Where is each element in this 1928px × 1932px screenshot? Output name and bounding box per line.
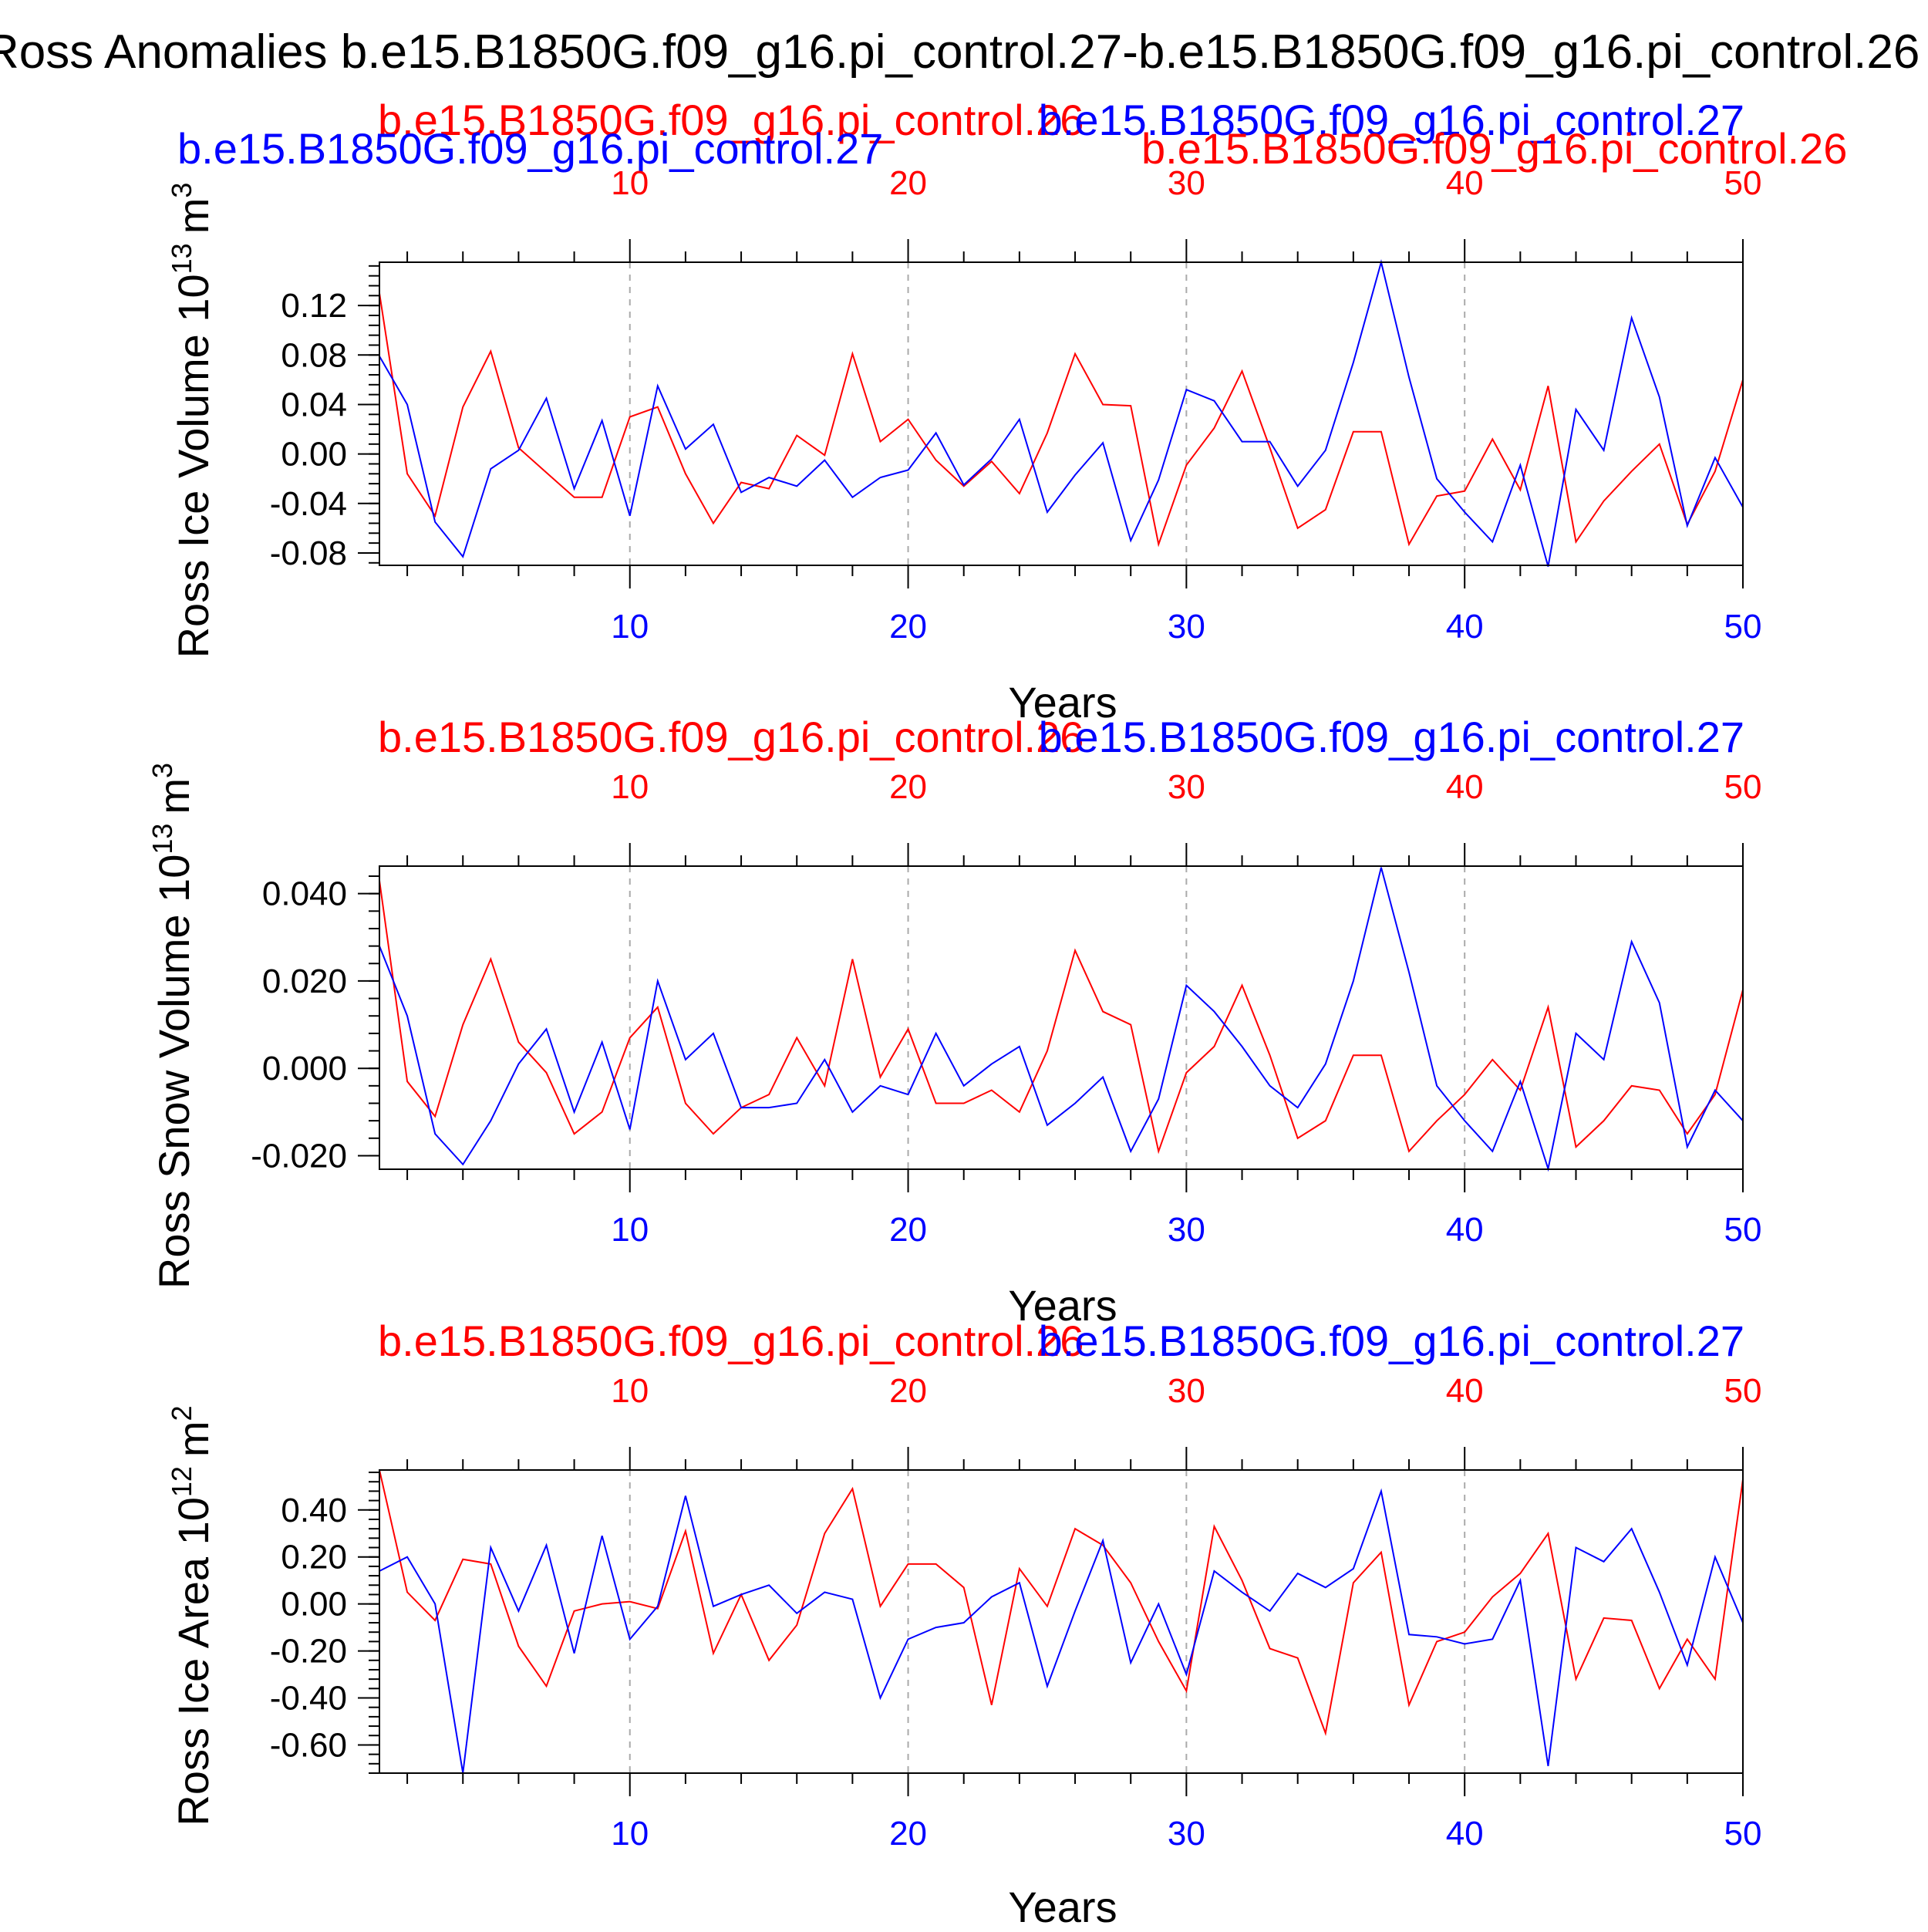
panel-3-y-tick-label: -0.60 <box>270 1726 347 1764</box>
panel-2-y-tick-label: 0.000 <box>262 1050 347 1087</box>
panel-3-y-tick-label: 0.20 <box>281 1539 347 1576</box>
panel-3-series-line-blue <box>379 1488 1744 1774</box>
panel-1-top-left-series-label: b.e15.B1850G.f09_g16.pi_control.26 <box>378 96 1084 144</box>
panel-1-bottom-x-tick-label: 30 <box>1168 608 1205 646</box>
panel-2-x-axis-title: Years <box>1008 1281 1117 1330</box>
panel-1-top-x-tick-label: 40 <box>1446 164 1484 202</box>
panel-1-y-axis-title: Ross Ice Volume 1013m3 <box>166 183 217 659</box>
panel-3-top-x-tick-label: 10 <box>611 1372 649 1410</box>
panel-1: b.e15.B1850G.f09_g16.pi_control.26 b.e15… <box>166 96 1847 727</box>
panel-3-y-axis-title: Ross Ice Area 1012m2 <box>166 1405 217 1826</box>
panel-2-series-line-blue <box>379 867 1744 1172</box>
panel-1-second-right-series-label: b.e15.B1850G.f09_g16.pi_control.26 <box>1141 124 1847 173</box>
panel-2-top-x-tick-label: 20 <box>889 768 927 806</box>
panel-1-y-tick-label: -0.08 <box>270 534 347 572</box>
panel-3-bottom-x-tick-label: 30 <box>1168 1815 1205 1853</box>
figure-title: Ross Anomalies b.e15.B1850G.f09_g16.pi_c… <box>0 25 1920 79</box>
panel-2-top-x-tick-label: 50 <box>1724 768 1762 806</box>
panel-2-y-axis-title: Ross Snow Volume 1013m3 <box>147 763 198 1289</box>
panel-2-bottom-x-tick-label: 40 <box>1446 1211 1484 1249</box>
panel-3-y-tick-label: -0.20 <box>270 1633 347 1671</box>
panel-3-right-series-label: b.e15.B1850G.f09_g16.pi_control.27 <box>1039 1317 1744 1365</box>
panel-1-top-x-tick-label: 50 <box>1724 164 1762 202</box>
panel-3-bottom-x-tick-label: 10 <box>611 1815 649 1853</box>
panel-2-bottom-x-tick-label: 10 <box>611 1211 649 1249</box>
panel-3-bottom-x-tick-label: 20 <box>889 1815 927 1853</box>
panel-2-bottom-x-tick-label: 20 <box>889 1211 927 1249</box>
panel-1-y-tick-label: 0.00 <box>281 436 347 474</box>
panel-1-second-left-series-label: b.e15.B1850G.f09_g16.pi_control.27 <box>177 124 883 173</box>
panel-1-y-tick-label: 0.04 <box>281 386 347 423</box>
panel-2-top-x-tick-label: 40 <box>1446 768 1484 806</box>
panel-1-plot-frame <box>379 261 1744 566</box>
panel-2: b.e15.B1850G.f09_g16.pi_control.26 b.e15… <box>147 713 1761 1330</box>
panel-2-y-tick-label: 0.020 <box>262 963 347 1000</box>
panel-1-y-tick-label: 0.12 <box>281 287 347 325</box>
panel-3-bottom-x-tick-label: 40 <box>1446 1815 1484 1853</box>
panel-3: b.e15.B1850G.f09_g16.pi_control.26 b.e15… <box>166 1317 1762 1931</box>
panel-2-y-tick-label: 0.040 <box>262 875 347 913</box>
panel-3-y-tick-label: 0.00 <box>281 1586 347 1623</box>
panel-3-top-x-tick-label: 30 <box>1168 1372 1205 1410</box>
panel-1-bottom-x-tick-label: 40 <box>1446 608 1484 646</box>
panel-1-top-right-series-label: b.e15.B1850G.f09_g16.pi_control.27 <box>1039 96 1744 144</box>
panel-1-y-tick-label: -0.04 <box>270 485 347 523</box>
panel-3-plot: 10 10 20 20 30 30 40 40 50 50 -0.60 -0.40 -0.20 0.00 0… <box>270 1372 1762 1853</box>
panel-3-top-x-tick-label: 40 <box>1446 1372 1484 1410</box>
panel-1-plot: 10 10 20 20 30 30 40 40 50 50 -0.08 -0.04 0.00 0.04 0.… <box>270 164 1762 646</box>
panel-3-top-x-tick-label: 20 <box>889 1372 927 1410</box>
panel-1-y-tick-label: 0.08 <box>281 336 347 374</box>
panel-2-top-x-tick-label: 30 <box>1168 768 1205 806</box>
panel-2-right-series-label: b.e15.B1850G.f09_g16.pi_control.27 <box>1039 713 1744 761</box>
panel-3-series-line-red <box>379 1469 1744 1736</box>
panel-2-plot: 10 10 20 20 30 30 40 40 50 50 -0.020 0.000 0.020 0.04… <box>251 768 1761 1249</box>
panel-1-x-axis-title: Years <box>1008 678 1117 727</box>
panel-3-y-tick-label: -0.40 <box>270 1680 347 1718</box>
panel-1-bottom-x-tick-label: 50 <box>1724 608 1762 646</box>
panel-1-top-x-tick-label: 10 <box>611 164 649 202</box>
panel-1-top-x-tick-label: 30 <box>1168 164 1205 202</box>
panel-2-plot-frame <box>379 865 1744 1170</box>
panel-3-plot-frame <box>379 1469 1744 1774</box>
panel-3-left-series-label: b.e15.B1850G.f09_g16.pi_control.26 <box>378 1317 1084 1365</box>
panel-1-top-x-tick-label: 20 <box>889 164 927 202</box>
panel-3-y-tick-label: 0.40 <box>281 1492 347 1529</box>
panel-2-top-x-tick-label: 10 <box>611 768 649 806</box>
panel-1-series-line-red <box>379 292 1744 548</box>
panel-1-bottom-x-tick-label: 10 <box>611 608 649 646</box>
panel-2-series-line-red <box>379 880 1744 1155</box>
panel-2-bottom-x-tick-label: 30 <box>1168 1211 1205 1249</box>
panel-1-bottom-x-tick-label: 20 <box>889 608 927 646</box>
panel-2-y-tick-label: -0.020 <box>251 1137 347 1175</box>
panel-3-top-x-tick-label: 50 <box>1724 1372 1762 1410</box>
panel-3-x-axis-title: Years <box>1008 1883 1117 1928</box>
panel-1-series-line-blue <box>379 259 1744 567</box>
panel-2-left-series-label: b.e15.B1850G.f09_g16.pi_control.26 <box>378 713 1084 761</box>
panel-3-bottom-x-tick-label: 50 <box>1724 1815 1762 1853</box>
panel-2-bottom-x-tick-label: 50 <box>1724 1211 1762 1249</box>
